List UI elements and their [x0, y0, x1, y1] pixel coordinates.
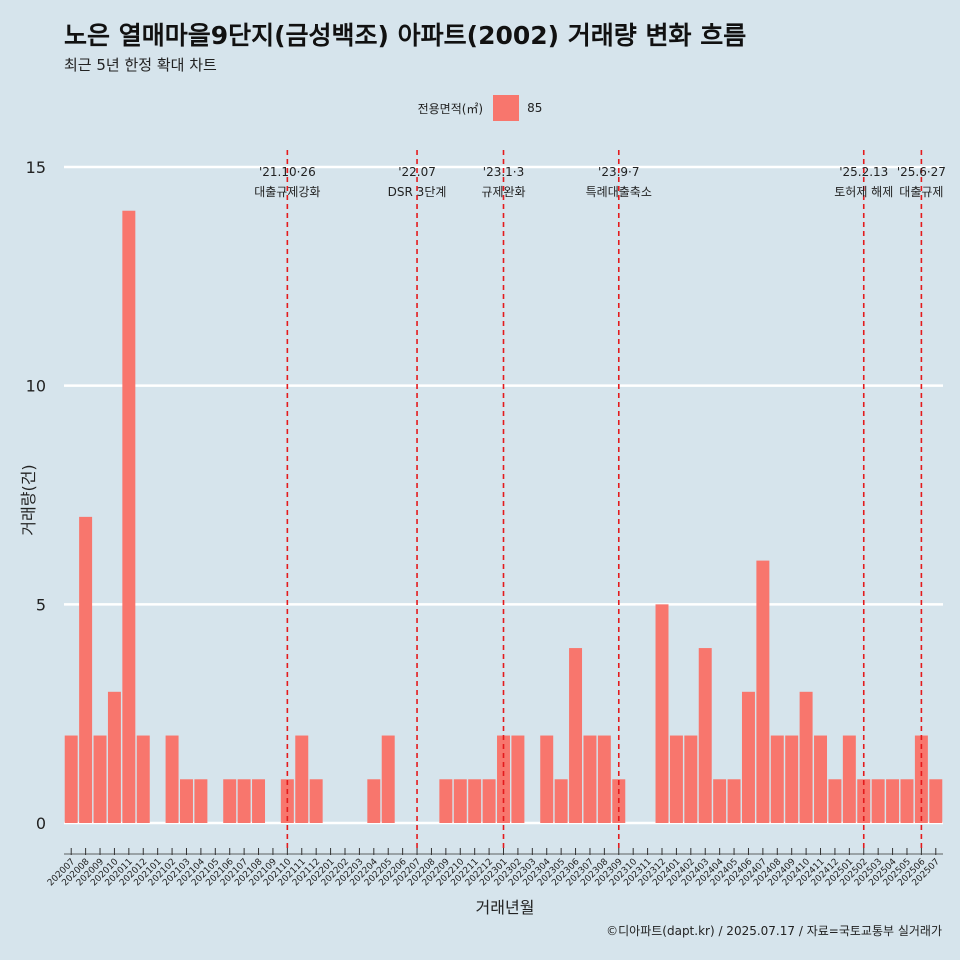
bar: [511, 735, 525, 823]
bar: [497, 735, 510, 823]
bar: [107, 691, 121, 823]
source-caption: ©디아파트(dapt.kr) / 2025.07.17 / 자료=국토교통부 실…: [606, 924, 942, 938]
bar: [842, 735, 856, 823]
bar: [569, 648, 583, 823]
bar: [756, 560, 770, 823]
bar: [741, 691, 755, 823]
bar: [828, 779, 842, 823]
bar: [871, 779, 885, 823]
bar: [886, 779, 900, 823]
event-date-label: '25.2.13: [839, 165, 888, 179]
y-tick-label: 15: [26, 158, 46, 177]
bar: [554, 779, 568, 823]
x-axis-label: 거래년월: [476, 898, 535, 917]
bar: [914, 735, 928, 823]
legend: 전용면적(㎡) 85: [0, 94, 960, 122]
bar: [482, 779, 496, 823]
event-date-label: '21.10·26: [259, 165, 316, 179]
event-name-label: DSR 3단계: [388, 185, 447, 199]
bar: [223, 779, 237, 823]
bar: [785, 735, 799, 823]
event-name-label: 특례대출축소: [586, 185, 652, 199]
bar: [655, 604, 669, 823]
bar: [727, 779, 741, 823]
bar: [93, 735, 107, 823]
y-axis-label: 거래량(건): [19, 464, 38, 535]
event-name-label: 토허제 해제: [834, 185, 893, 199]
event-name-label: 대출규제: [899, 185, 943, 199]
bar: [597, 735, 611, 823]
bar: [64, 735, 78, 823]
bar: [713, 779, 727, 823]
bar: [900, 779, 914, 823]
bar: [165, 735, 179, 823]
chart-title: 노은 열매마을9단지(금성백조) 아파트(2002) 거래량 변화 흐름: [64, 21, 747, 50]
y-tick-label: 0: [36, 814, 46, 833]
bar: [669, 735, 683, 823]
bar: [367, 779, 381, 823]
bar: [252, 779, 266, 823]
bar: [79, 516, 93, 823]
event-name-label: 대출규제강화: [254, 185, 320, 199]
bar: [136, 735, 150, 823]
bar: [309, 779, 323, 823]
legend-title: 전용면적(㎡): [417, 101, 484, 116]
chart-subtitle: 최근 5년 한정 확대 차트: [64, 56, 217, 74]
bar: [179, 779, 193, 823]
event-date-label: '22.07: [398, 165, 436, 179]
event-date-label: '23.1·3: [483, 165, 524, 179]
event-date-label: '25.6·27: [897, 165, 946, 179]
bar: [698, 648, 712, 823]
legend-swatch: [493, 95, 520, 121]
bar: [540, 735, 554, 823]
bar: [770, 735, 784, 823]
y-tick-label: 5: [36, 595, 46, 614]
bar: [799, 691, 813, 823]
bar: [583, 735, 597, 823]
bar: [122, 210, 136, 823]
legend-item-label: 85: [527, 101, 543, 115]
y-tick-label: 10: [26, 377, 46, 396]
bar: [439, 779, 453, 823]
bar: [684, 735, 698, 823]
bar: [237, 779, 251, 823]
event-date-label: '23.9·7: [598, 165, 639, 179]
annotation-layer: '21.10·26 대출규제강화 '22.07 DSR 3단계 '23.1·3 규제완화 '…: [254, 150, 946, 848]
bar: [381, 735, 395, 823]
bar: [468, 779, 482, 823]
bar: [814, 735, 828, 823]
bar: [295, 735, 309, 823]
bar: [929, 779, 943, 823]
event-name-label: 규제완화: [481, 185, 525, 199]
bar: [194, 779, 208, 823]
bar: [453, 779, 467, 823]
bar-layer: [64, 210, 943, 823]
